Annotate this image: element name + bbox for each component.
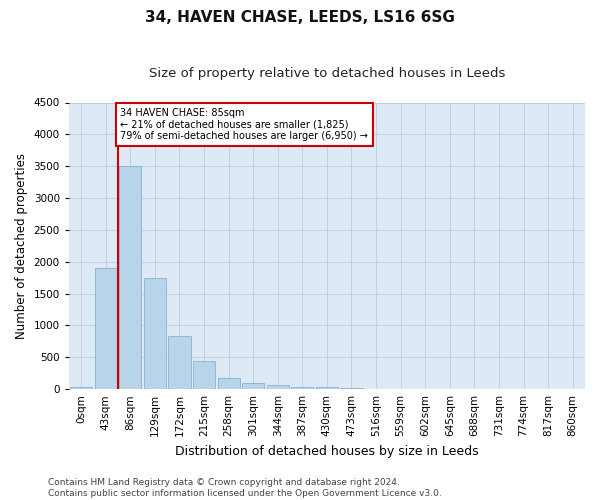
Text: Contains HM Land Registry data © Crown copyright and database right 2024.
Contai: Contains HM Land Registry data © Crown c… xyxy=(48,478,442,498)
Bar xyxy=(169,336,191,389)
Text: 34, HAVEN CHASE, LEEDS, LS16 6SG: 34, HAVEN CHASE, LEEDS, LS16 6SG xyxy=(145,10,455,25)
Bar xyxy=(291,386,313,389)
Title: Size of property relative to detached houses in Leeds: Size of property relative to detached ho… xyxy=(149,68,505,80)
Bar xyxy=(144,278,166,389)
Bar xyxy=(193,360,215,389)
Bar xyxy=(70,388,92,389)
X-axis label: Distribution of detached houses by size in Leeds: Distribution of detached houses by size … xyxy=(175,444,479,458)
Y-axis label: Number of detached properties: Number of detached properties xyxy=(15,153,28,339)
Bar xyxy=(119,166,142,389)
Text: 34 HAVEN CHASE: 85sqm
← 21% of detached houses are smaller (1,825)
79% of semi-d: 34 HAVEN CHASE: 85sqm ← 21% of detached … xyxy=(121,108,368,141)
Bar xyxy=(266,386,289,389)
Bar xyxy=(242,383,264,389)
Bar xyxy=(316,388,338,389)
Bar xyxy=(340,388,362,389)
Bar xyxy=(95,268,117,389)
Bar xyxy=(218,378,239,389)
